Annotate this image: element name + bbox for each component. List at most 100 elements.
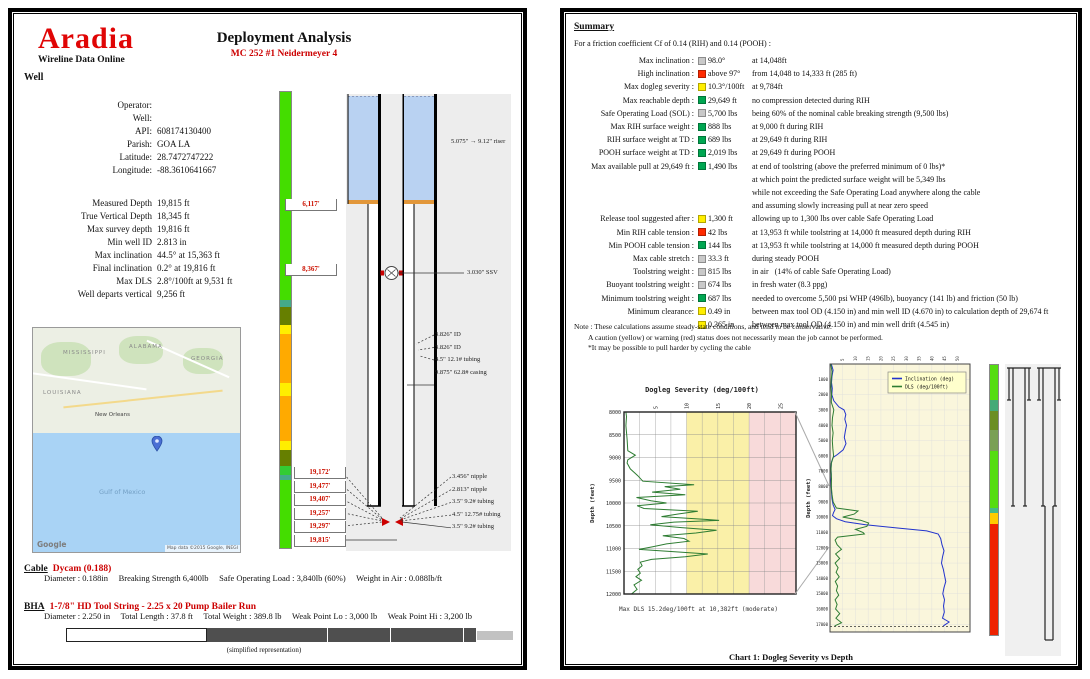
status-chip-gray: [698, 254, 706, 263]
well-info-label: Well:: [132, 113, 152, 123]
completion-label: 2.813" nipple: [452, 485, 488, 493]
severity-colorbar: [989, 364, 999, 636]
completion-label: 3.5" 9.2# tubing: [452, 523, 495, 530]
summary-desc: during steady POOH: [752, 254, 820, 264]
google-watermark: Google: [37, 540, 67, 549]
summary-value: 29,649 ft: [708, 95, 737, 105]
depth-box: 8,367': [285, 264, 337, 276]
left-page-inner: Aradia Wireline Data Online Deployment A…: [13, 13, 522, 665]
svg-text:8000: 8000: [818, 484, 828, 489]
summary-row: Max RIH surface weight : 888 lbs at 9,000 …: [572, 120, 1074, 133]
logo-subtitle: Wireline Data Online: [38, 55, 125, 65]
svg-text:10000: 10000: [816, 515, 829, 520]
note-line: A caution (yellow) or warning (red) stat…: [588, 332, 883, 342]
svg-text:7000: 7000: [818, 469, 828, 474]
bha-details: Diameter : 2.250 in Total Length : 37.8 …: [44, 611, 473, 621]
colorbar-segment: [280, 396, 291, 442]
well-info-label: Max DLS: [116, 276, 152, 286]
svg-text:12000: 12000: [606, 592, 621, 598]
summary-desc: at 9,784ft: [752, 82, 783, 92]
well-info-label: Operator:: [117, 100, 152, 110]
svg-text:8000: 8000: [609, 410, 621, 416]
bha-section: BHA 1-7/8" HD Tool String - 2.25 x 20 Pum…: [24, 596, 256, 614]
map-state-label: GEORGIA: [191, 356, 224, 362]
status-chip-gray: [698, 280, 706, 289]
summary-desc: in fresh water (8.3 ppg): [752, 280, 828, 290]
summary-row: RIH surface weight at TD : 689 lbs at 29,6…: [572, 133, 1074, 146]
cable-details: Diameter : 0.188in Breaking Strength 6,4…: [44, 573, 443, 583]
summary-label: Safe Operating Load (SOL) :: [600, 108, 694, 118]
dls-zoom-chart-title: Dogleg Severity (deg/100ft): [645, 386, 759, 394]
svg-text:10: 10: [853, 356, 858, 361]
svg-text:10000: 10000: [606, 501, 621, 507]
cable-name: Dycam (0.188): [52, 564, 112, 574]
status-chip-green: [698, 148, 706, 157]
well-info-row: [20, 177, 272, 197]
colorbar-segment: [990, 365, 998, 401]
logo: Aradia Wireline Data Online: [38, 24, 134, 66]
summary-value: 1,300 ft: [708, 214, 733, 224]
completion-label: 3.826" ID: [435, 331, 461, 338]
summary-desc: at 29,649 ft during POOH: [752, 148, 836, 158]
well-info-value: 2.8°/100ft at 9,531 ft: [157, 276, 233, 286]
wellbore-schematic-drawing: [346, 94, 511, 551]
svg-text:Depth (feet): Depth (feet): [806, 478, 812, 518]
summary-desc-extra: and assuming slowly increasing pull at n…: [752, 201, 928, 211]
well-info-row: API: 608174130400: [20, 125, 272, 138]
summary-value: 888 lbs: [708, 122, 732, 132]
well-info-label: Measured Depth: [92, 198, 152, 208]
summary-desc: at 29,649 ft during RIH: [752, 135, 828, 145]
toolstring-segment: [391, 628, 464, 642]
well-info-value: -88.3610641667: [157, 165, 217, 175]
well-info-row: Latitude: 28.7472747222: [20, 151, 272, 164]
colorbar-segment: [280, 92, 291, 301]
summary-row: Max inclination : 98.0° at 14,048ft: [572, 54, 1074, 67]
svg-text:14000: 14000: [816, 576, 829, 581]
summary-value: 42 lbs: [708, 227, 728, 237]
summary-desc: allowing up to 1,300 lbs over cable Safe…: [752, 214, 934, 224]
summary-label: Min POOH cable tension :: [608, 240, 694, 250]
summary-label: High inclination :: [637, 69, 694, 79]
status-chip-red: [698, 69, 706, 78]
well-info-label: True Vertical Depth: [81, 211, 152, 221]
summary-value: 687 lbs: [708, 293, 732, 303]
summary-label: Max RIH surface weight :: [610, 122, 694, 132]
mini-well-schematic: [1005, 364, 1061, 656]
well-info-row: Measured Depth 19,815 ft: [20, 197, 272, 210]
status-chip-yellow: [698, 82, 706, 91]
svg-text:10: 10: [685, 403, 691, 409]
map-water-label: Gulf of Mexico: [99, 488, 146, 496]
well-info-row: Max inclination 44.5° at 15,363 ft: [20, 249, 272, 262]
depth-box: 19,297': [294, 521, 346, 533]
status-chip-yellow: [698, 214, 706, 223]
svg-text:3000: 3000: [818, 407, 828, 412]
summary-row: Buoyant toolstring weight : 674 lbs in fre…: [572, 278, 1074, 291]
summary-desc: between max tool OD (4.150 in) and min w…: [752, 306, 1049, 316]
map-state-label: LOUISIANA: [43, 390, 82, 396]
well-info-list: Operator: Well: API: 608174130400 Parish: GOA…: [20, 99, 272, 301]
colorbar-segment: [990, 508, 998, 514]
summary-value: 10.3°/100ft: [708, 82, 745, 92]
right-page: Summary For a friction coefficient Cf of…: [560, 8, 1082, 670]
colorbar-segment: [990, 451, 998, 509]
colorbar-segment: [990, 400, 998, 411]
summary-row: Min RIH cable tension : 42 lbs at 13,953 f…: [572, 226, 1074, 239]
map[interactable]: MISSISSIPPI ALABAMA GEORGIA LOUISIANA Ne…: [32, 327, 241, 553]
summary-row: Safe Operating Load (SOL) : 5,700 lbs bein…: [572, 107, 1074, 120]
summary-label: POOH surface weight at TD :: [598, 148, 694, 158]
svg-text:5: 5: [840, 358, 845, 361]
summary-row: 0.365 in between max tool OD (4.150 in) a…: [572, 318, 1074, 331]
summary-value: 815 lbs: [708, 267, 732, 277]
well-info-label: Max inclination: [94, 250, 152, 260]
summary-row: Minimum clearance: 0.49 in between max too…: [572, 305, 1074, 318]
summary-label: Max inclination :: [638, 56, 694, 65]
dls-zoom-chart-caption: Max DLS 15.2deg/100ft at 10,382ft (moder…: [619, 606, 778, 613]
summary-value: 144 lbs: [708, 240, 732, 250]
summary-desc: being 60% of the nominal cable breaking …: [752, 108, 949, 118]
well-info-value: 608174130400: [157, 126, 211, 136]
svg-text:2000: 2000: [818, 392, 828, 397]
dls-zoom-chart: 8000 8500 9000 9500 10000 10500 11000 11500 1200…: [590, 403, 797, 598]
status-chip-red: [698, 228, 706, 237]
note-line: *It may be possible to pull harder by cy…: [588, 343, 751, 352]
